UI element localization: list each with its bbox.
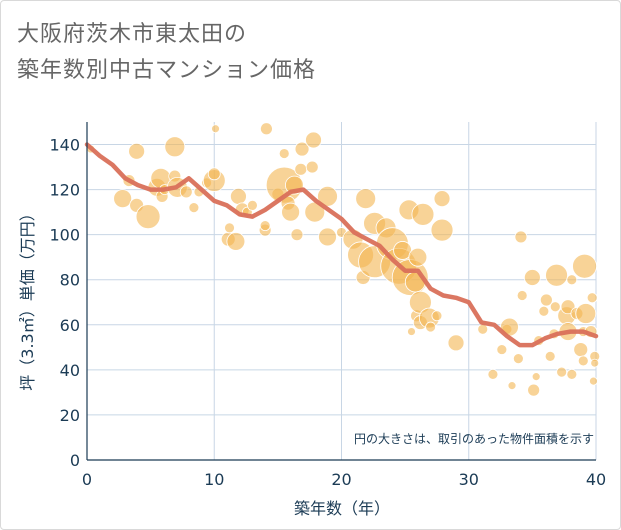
data-bubble	[113, 189, 133, 209]
data-bubble	[431, 310, 443, 322]
data-bubble	[531, 372, 541, 382]
chart-note: 円の大きさは、取引のあった物件面積を示す	[354, 431, 594, 446]
data-bubble	[226, 232, 246, 251]
data-bubble	[207, 167, 221, 181]
data-bubble	[425, 321, 436, 333]
x-tick-label: 0	[82, 470, 92, 489]
data-bubble	[407, 327, 416, 336]
data-bubble	[577, 355, 589, 367]
data-bubble	[575, 303, 597, 324]
data-bubble	[572, 253, 597, 279]
data-bubble	[430, 218, 454, 242]
data-bubble	[566, 368, 578, 380]
bubble-layer	[86, 122, 601, 397]
data-bubble	[305, 131, 322, 149]
data-bubble	[586, 292, 598, 304]
data-bubble	[544, 350, 556, 362]
data-bubble	[355, 188, 377, 210]
data-bubble	[408, 247, 428, 267]
data-bubble	[294, 162, 308, 176]
data-bubble	[411, 202, 435, 226]
data-bubble	[496, 344, 508, 355]
data-bubble	[433, 190, 451, 208]
data-bubble	[487, 368, 499, 380]
data-bubble	[523, 269, 541, 286]
x-tick-label: 10	[204, 470, 224, 489]
data-bubble	[294, 141, 310, 157]
data-bubble	[188, 202, 200, 214]
data-bubble	[590, 358, 600, 368]
data-bubble	[318, 227, 337, 247]
y-tick-label: 100	[49, 226, 80, 245]
data-bubble	[290, 228, 304, 242]
data-bubble	[514, 230, 528, 244]
data-bubble	[135, 204, 161, 230]
data-bubble	[278, 148, 290, 159]
data-bubble	[538, 305, 550, 317]
y-axis-label: 坪（3.3㎡）単価（万円）	[18, 205, 37, 390]
trend-line-layer	[84, 142, 599, 348]
y-tick-label: 40	[60, 361, 80, 380]
x-tick-label: 40	[586, 470, 606, 489]
data-bubble	[259, 220, 271, 232]
data-bubble	[179, 185, 193, 199]
data-bubble	[230, 187, 247, 205]
data-bubble	[128, 142, 146, 160]
y-tick-label: 0	[70, 451, 80, 470]
y-tick-label: 140	[49, 136, 80, 155]
data-bubble	[164, 136, 186, 158]
data-bubble	[305, 160, 319, 174]
data-bubble	[589, 376, 598, 386]
data-bubble	[516, 290, 528, 301]
data-bubble	[566, 274, 578, 286]
data-bubble	[512, 353, 524, 365]
data-bubble	[477, 323, 489, 335]
x-axis-label: 築年数（年）	[294, 499, 390, 518]
data-bubble	[507, 381, 517, 391]
data-bubble	[260, 122, 273, 136]
data-bubble	[556, 366, 568, 378]
data-bubble	[549, 301, 561, 313]
x-tick-label: 20	[331, 470, 351, 489]
data-bubble	[281, 202, 301, 222]
y-tick-label: 20	[60, 406, 80, 425]
data-bubble	[211, 124, 220, 134]
y-tick-label: 120	[49, 181, 80, 200]
data-bubble	[545, 263, 568, 287]
data-bubble	[224, 222, 235, 234]
trend-line	[84, 142, 599, 348]
data-bubble	[539, 293, 553, 307]
data-bubble	[527, 383, 541, 397]
y-tick-label: 80	[60, 271, 80, 290]
chart-title-line1: 大阪府茨木市東太田の	[17, 22, 248, 47]
x-tick-label: 30	[459, 470, 479, 489]
y-tick-label: 60	[60, 316, 80, 335]
chart-title-line2: 築年数別中古マンション価格	[17, 58, 317, 83]
data-bubble	[247, 199, 258, 211]
axes-layer: 0 20 40 60 80 100 120 140 0 10 20 30 40	[49, 122, 606, 489]
data-bubble	[573, 342, 589, 357]
data-bubble	[447, 334, 465, 352]
